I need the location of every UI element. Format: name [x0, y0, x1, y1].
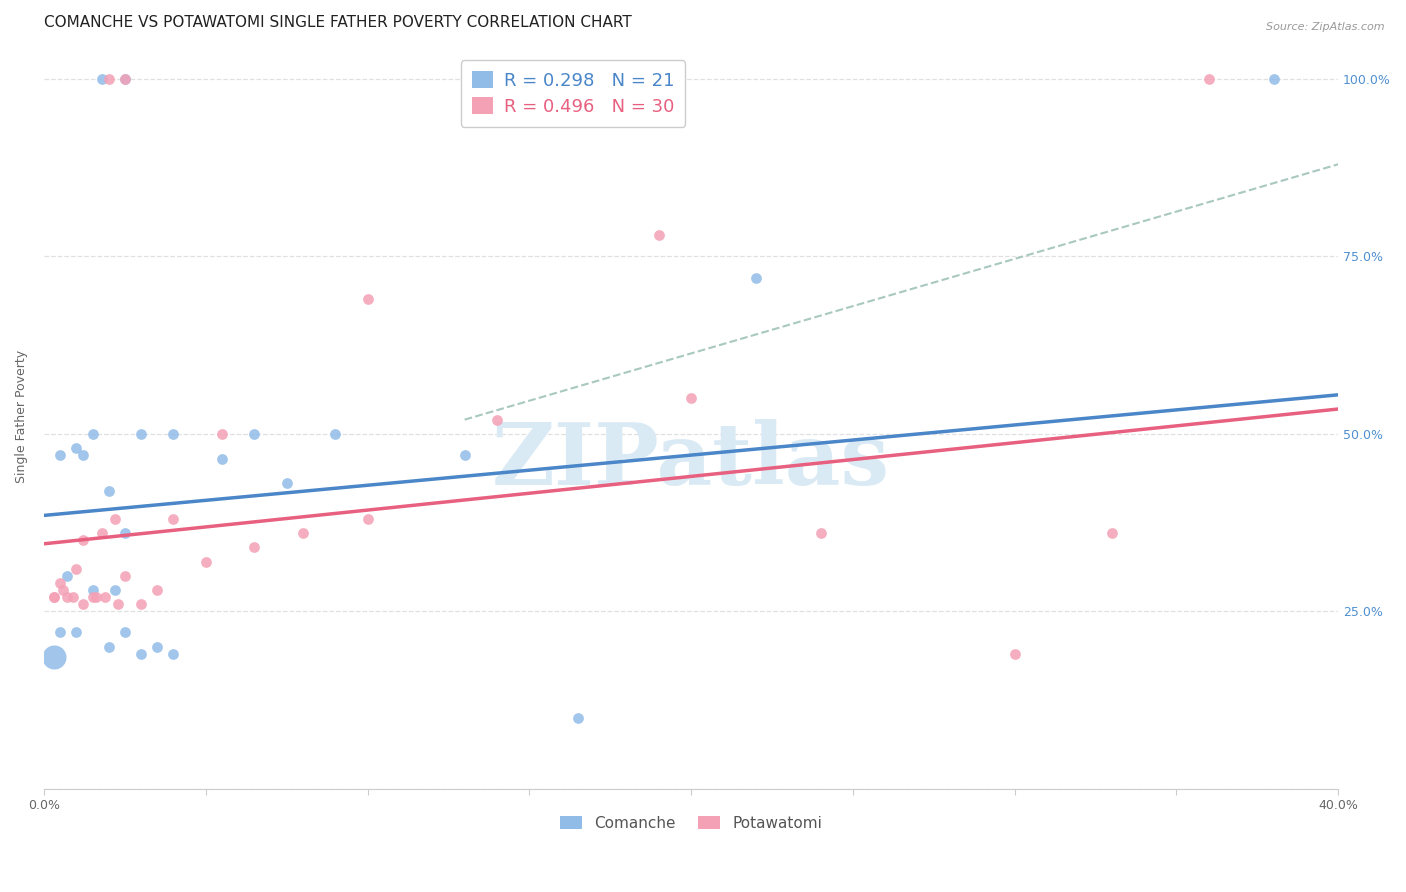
Point: [91, 526, 114, 541]
Point: [49, 575, 72, 590]
Point: [1263, 72, 1285, 87]
Point: [1101, 526, 1123, 541]
Point: [91, 72, 114, 87]
Point: [129, 647, 152, 661]
Point: [356, 512, 378, 526]
Point: [129, 597, 152, 611]
Legend: Comanche, Potawatomi: Comanche, Potawatomi: [554, 810, 828, 837]
Point: [681, 392, 703, 406]
Point: [84, 590, 107, 604]
Point: [146, 582, 169, 597]
Point: [94, 590, 117, 604]
Point: [114, 625, 136, 640]
Point: [65, 561, 87, 575]
Point: [162, 647, 184, 661]
Point: [243, 426, 266, 441]
Point: [104, 512, 127, 526]
Point: [356, 292, 378, 306]
Point: [52, 582, 75, 597]
Point: [55, 590, 77, 604]
Point: [745, 270, 768, 285]
Point: [97, 640, 120, 654]
Point: [72, 597, 94, 611]
Point: [42, 590, 65, 604]
Point: [162, 512, 184, 526]
Point: [453, 448, 475, 462]
Point: [97, 483, 120, 498]
Point: [65, 625, 87, 640]
Point: [162, 426, 184, 441]
Point: [146, 640, 169, 654]
Point: [648, 228, 671, 243]
Point: [114, 568, 136, 582]
Point: [114, 72, 136, 87]
Point: [211, 426, 233, 441]
Point: [82, 426, 104, 441]
Point: [194, 555, 217, 569]
Point: [114, 526, 136, 541]
Point: [49, 625, 72, 640]
Point: [72, 448, 94, 462]
Point: [82, 590, 104, 604]
Point: [1198, 72, 1220, 87]
Point: [211, 451, 233, 466]
Point: [49, 448, 72, 462]
Point: [62, 590, 84, 604]
Point: [276, 476, 298, 491]
Point: [129, 426, 152, 441]
Point: [97, 72, 120, 87]
Point: [65, 441, 87, 455]
Y-axis label: Single Father Poverty: Single Father Poverty: [15, 350, 28, 483]
Point: [104, 582, 127, 597]
Point: [1004, 647, 1026, 661]
Point: [55, 568, 77, 582]
Point: [810, 526, 832, 541]
Text: ZIPatlas: ZIPatlas: [492, 418, 890, 503]
Point: [243, 541, 266, 555]
Text: Source: ZipAtlas.com: Source: ZipAtlas.com: [1267, 22, 1385, 32]
Point: [42, 590, 65, 604]
Point: [72, 533, 94, 548]
Point: [567, 710, 589, 724]
Point: [42, 650, 65, 665]
Text: COMANCHE VS POTAWATOMI SINGLE FATHER POVERTY CORRELATION CHART: COMANCHE VS POTAWATOMI SINGLE FATHER POV…: [44, 15, 631, 30]
Point: [323, 426, 346, 441]
Point: [114, 72, 136, 87]
Point: [107, 597, 129, 611]
Point: [291, 526, 314, 541]
Point: [485, 412, 508, 426]
Point: [82, 582, 104, 597]
